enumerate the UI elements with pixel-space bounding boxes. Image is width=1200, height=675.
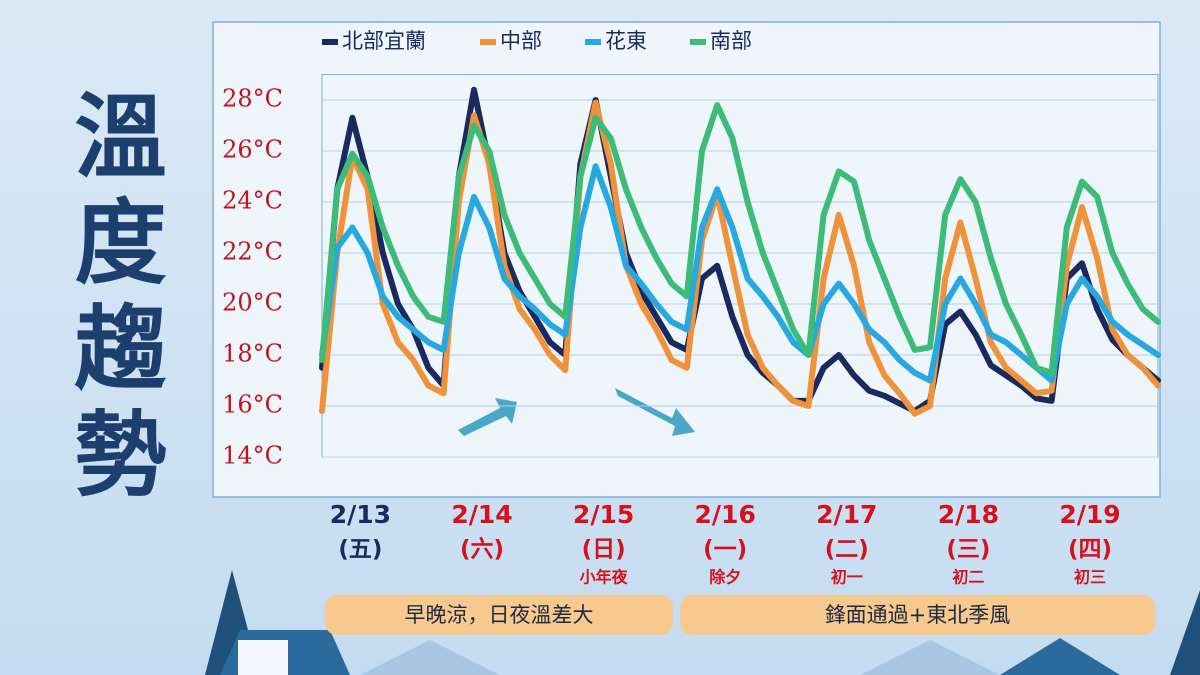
x-tick-label: 2/19 [1059, 500, 1120, 529]
decoration [205, 388, 1200, 675]
y-tick-label: 26°C [222, 136, 283, 164]
y-tick-label: 24°C [222, 187, 283, 215]
x-tick-label: 2/14 [451, 500, 512, 529]
day-note: 初一 [831, 568, 863, 587]
y-tick-label: 16°C [222, 391, 283, 419]
y-tick-label: 20°C [222, 289, 283, 317]
series-line [319, 99, 1161, 417]
x-tick-label: 2/18 [938, 500, 999, 529]
day-note: 除夕 [709, 568, 741, 587]
x-tick-label: 2/15 [573, 500, 634, 529]
weekday-label: (五) [338, 537, 382, 563]
series-line [319, 163, 1161, 384]
legend-label: 北部宜蘭 [342, 29, 426, 53]
x-tick-label: 2/16 [695, 500, 756, 529]
legend-label: 南部 [710, 29, 752, 53]
day-note: 小年夜 [580, 568, 629, 587]
legend-label: 中部 [500, 29, 542, 53]
weekday-label: (三) [946, 537, 990, 563]
annotation-banner [680, 595, 1155, 635]
annotation-banner [325, 595, 673, 635]
weekday-label: (一) [703, 537, 747, 563]
weekday-label: (六) [460, 537, 504, 563]
weekday-label: (四) [1068, 537, 1112, 563]
legend-label: 花東 [605, 29, 647, 53]
side-title: 溫度趨勢 [59, 88, 166, 512]
weekday-label: (日) [582, 537, 626, 563]
y-tick-label: 28°C [222, 85, 283, 113]
y-tick-label: 14°C [222, 442, 283, 470]
series-line [319, 102, 1161, 376]
weekday-label: (二) [825, 537, 869, 563]
x-tick-label: 2/17 [816, 500, 877, 529]
day-note: 初三 [1074, 568, 1106, 587]
y-tick-label: 22°C [222, 238, 283, 266]
day-note: 初二 [952, 568, 984, 587]
annotation-text: 早晚涼，日夜溫差大 [405, 603, 594, 627]
x-tick-label: 2/13 [330, 500, 391, 529]
annotation-text: 鋒面通過+東北季風 [825, 603, 1011, 627]
y-tick-label: 18°C [222, 340, 283, 368]
